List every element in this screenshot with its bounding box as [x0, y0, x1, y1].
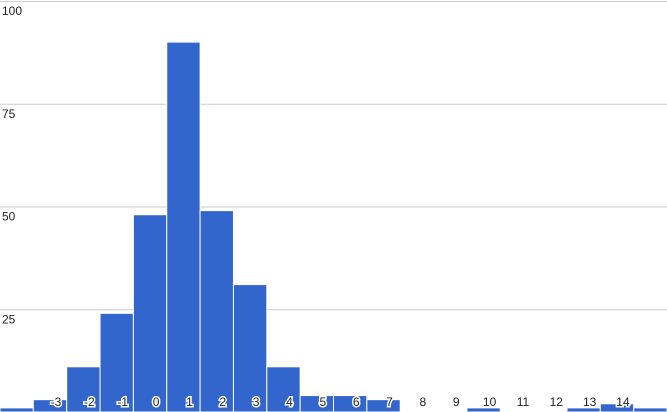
bar	[199, 210, 234, 412]
x-tick-label: 10	[483, 395, 497, 409]
bar	[299, 395, 334, 412]
x-tick-label: 8	[420, 395, 427, 409]
bar	[366, 399, 401, 412]
bar	[333, 395, 368, 412]
x-tick-label: 14	[616, 395, 630, 409]
bar	[166, 41, 201, 412]
bar	[99, 312, 134, 412]
x-tick-label: 7	[386, 395, 393, 409]
bar	[466, 407, 501, 412]
x-tick-label: 1	[186, 395, 193, 409]
x-tick-label: 4	[286, 395, 293, 409]
bar	[232, 284, 268, 412]
x-tick-label: 9	[453, 395, 460, 409]
x-tick-label: 6	[353, 395, 360, 409]
y-tick-label: 25	[2, 312, 16, 326]
x-tick-label: 13	[583, 395, 597, 409]
x-tick-label: 11	[517, 395, 530, 409]
x-tick-label: 2	[219, 395, 226, 409]
x-tick-label: -2	[84, 395, 95, 409]
y-tick-label: 75	[2, 107, 16, 121]
x-tick-label: -3	[51, 395, 62, 409]
x-tick-label: 5	[319, 395, 326, 409]
x-tick-label: -1	[117, 395, 128, 409]
bar	[633, 407, 667, 412]
y-tick-label: 50	[2, 210, 16, 224]
y-tick-label: 100	[2, 4, 22, 18]
bar	[266, 366, 301, 412]
x-tick-label: 3	[253, 395, 260, 409]
x-tick-label: 0	[153, 395, 160, 409]
x-tick-label: 12	[550, 395, 564, 409]
bar	[132, 214, 168, 412]
bar	[0, 407, 34, 412]
